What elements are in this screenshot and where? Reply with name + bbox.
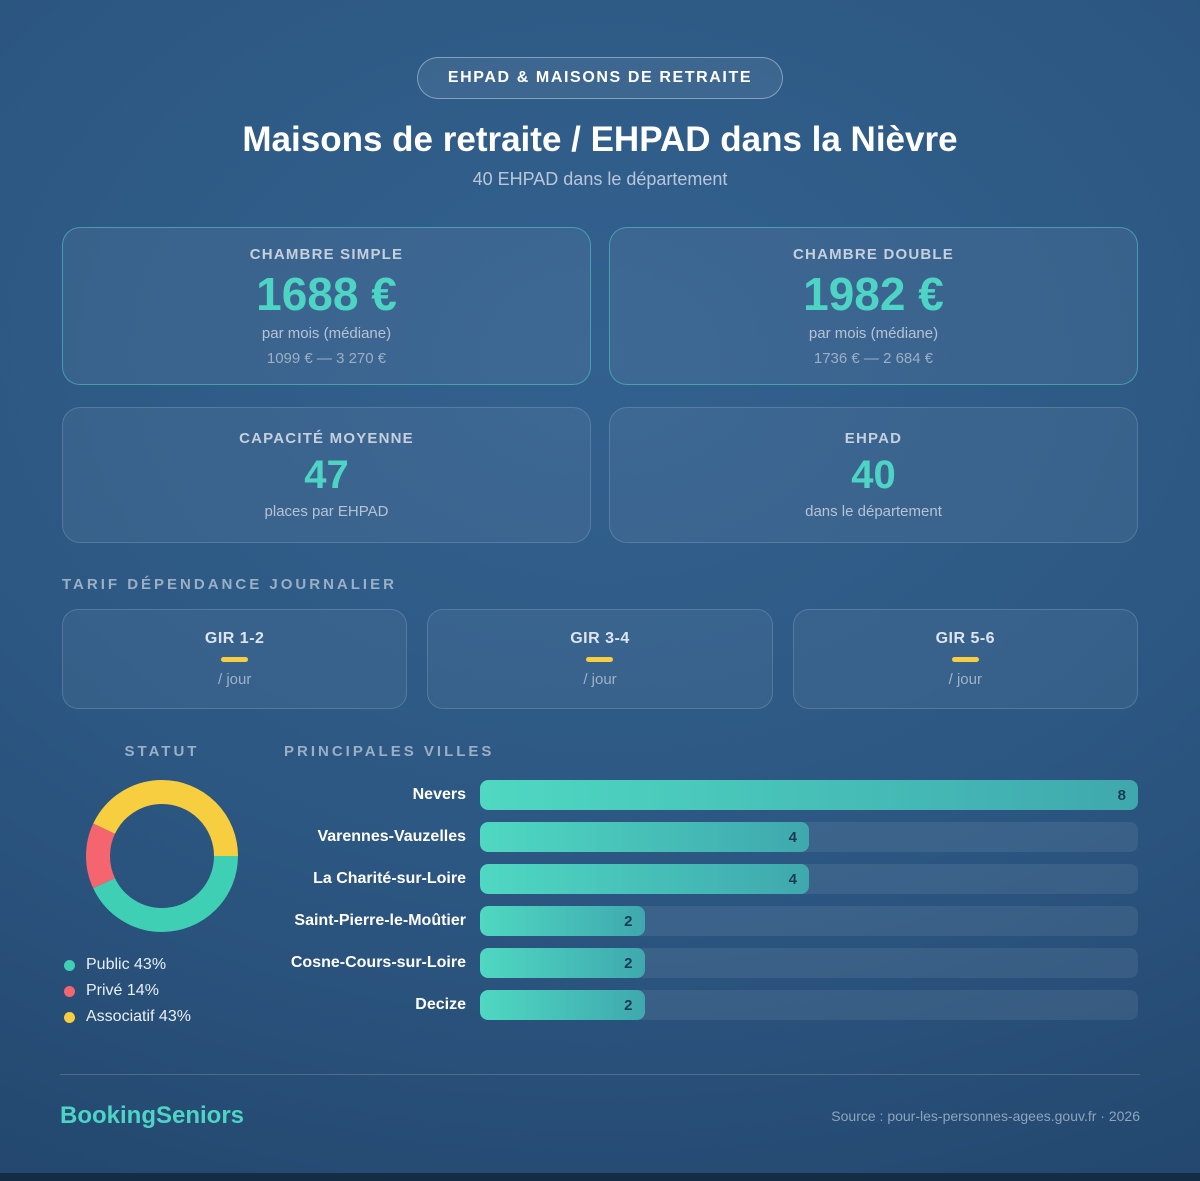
donut-wrap (62, 776, 262, 936)
bar-track: 2 (480, 948, 1138, 978)
footer-row: BookingSeniors Source : pour-les-personn… (60, 1102, 1140, 1130)
bar-category-label: Decize (415, 996, 466, 1013)
stat-subtitle: dans le département (805, 503, 942, 520)
bar-track: 4 (480, 822, 1138, 852)
legend-dot-icon (64, 959, 75, 971)
stat-value: 1688 € (256, 267, 397, 320)
legend-item-privé: Privé 14% (64, 982, 262, 1000)
bar-fill: 4 (480, 822, 809, 852)
bar-fill: 2 (480, 990, 645, 1020)
bar-category-label: La Charité-sur-Loire (313, 870, 466, 887)
stat-card-chambre-simple: CHAMBRE SIMPLE 1688 € par mois (médiane)… (62, 227, 591, 385)
stat-title: EHPAD (844, 430, 903, 447)
stat-title: CHAMBRE SIMPLE (249, 245, 404, 263)
bar-value-label: 4 (788, 870, 797, 888)
statut-column: STATUT Public 43% Privé 14% Associatif 43% (62, 743, 262, 1026)
stats-grid: CHAMBRE SIMPLE 1688 € par mois (médiane)… (62, 227, 1138, 543)
legend-dot-icon (64, 1011, 75, 1023)
gir-unit: / jour (217, 671, 252, 688)
statut-donut-chart (86, 780, 238, 932)
bar-fill: 4 (480, 864, 809, 894)
bar-value-label: 8 (1117, 786, 1126, 804)
stat-range: 1736 € — 2 684 € (813, 349, 934, 367)
bar-row: Nevers 8 (284, 780, 1138, 810)
donut-segment-associatif (86, 780, 238, 932)
bar-row: Varennes-Vauzelles 4 (284, 822, 1138, 852)
gir-card-5-6: GIR 5-6 / jour (792, 609, 1138, 709)
bar-fill: 2 (480, 948, 645, 978)
statut-legend: Public 43% Privé 14% Associatif 43% (62, 956, 262, 1026)
legend-dot-icon (64, 985, 75, 997)
gir-label: GIR 5-6 (935, 630, 996, 647)
gir-card-1-2: GIR 1-2 / jour (62, 609, 408, 709)
gir-card-3-4: GIR 3-4 / jour (427, 609, 773, 709)
bar-category-label: Cosne-Cours-sur-Loire (290, 954, 466, 971)
bar-row: Decize 2 (284, 990, 1138, 1020)
brand-logo: BookingSeniors (60, 1102, 245, 1129)
footer-divider (60, 1074, 1140, 1075)
villes-heading: PRINCIPALES VILLES (284, 743, 495, 760)
bar-category-label: Varennes-Vauzelles (317, 828, 466, 845)
gir-label: GIR 3-4 (570, 630, 630, 647)
bar-value-label: 2 (624, 954, 633, 972)
tarif-heading: TARIF DÉPENDANCE JOURNALIER (62, 576, 397, 593)
legend-item-public: Public 43% (64, 956, 262, 974)
bar-row: La Charité-sur-Loire 4 (284, 864, 1138, 894)
bar-value-label: 2 (624, 996, 633, 1014)
legend-label: Associatif 43% (86, 1008, 191, 1025)
dash-placeholder-icon (586, 657, 614, 662)
stat-subtitle: par mois (médiane) (261, 324, 392, 342)
bar-track: 2 (480, 990, 1138, 1020)
stat-title: CAPACITÉ MOYENNE (239, 430, 414, 447)
tarif-section: TARIF DÉPENDANCE JOURNALIER GIR 1-2 / jo… (62, 576, 1138, 709)
bar-fill: 8 (480, 780, 1138, 810)
legend-label: Privé 14% (86, 982, 159, 999)
donut-segment-privé (86, 780, 238, 932)
gir-unit: / jour (948, 671, 982, 688)
stat-card-ehpad-count: EHPAD 40 dans le département (609, 407, 1138, 543)
dash-placeholder-icon (221, 657, 249, 662)
stat-subtitle: par mois (médiane) (808, 324, 939, 342)
stat-card-chambre-double: CHAMBRE DOUBLE 1982 € par mois (médiane)… (609, 227, 1138, 385)
bar-value-label: 4 (788, 828, 797, 846)
source-text: Source : pour-les-personnes-agees.gouv.f… (831, 1108, 1140, 1124)
stat-range: 1099 € — 3 270 € (266, 349, 387, 367)
category-badge: EHPAD & MAISONS DE RETRAITE (416, 57, 784, 99)
villes-column: PRINCIPALES VILLES Nevers 8 Varennes-Vauze… (284, 743, 1138, 1026)
bar-track: 8 (480, 780, 1138, 810)
dash-placeholder-icon (951, 657, 979, 662)
bar-category-label: Nevers (412, 786, 466, 803)
gir-label: GIR 1-2 (204, 630, 265, 647)
stat-value: 40 (851, 453, 896, 497)
bar-category-label: Saint-Pierre-le-Moûtier (294, 912, 466, 929)
bar-fill: 2 (480, 906, 645, 936)
page-subtitle: 40 EHPAD dans le département (472, 169, 728, 189)
charts-section: STATUT Public 43% Privé 14% Associatif 43%… (62, 743, 1138, 1026)
stat-title: CHAMBRE DOUBLE (793, 245, 954, 263)
stat-value: 1982 € (803, 267, 944, 320)
bar-value-label: 2 (624, 912, 633, 930)
villes-bar-chart: Nevers 8 Varennes-Vauzelles 4 La Charité-sur… (284, 780, 1138, 1020)
footer: BookingSeniors Source : pour-les-personn… (60, 1074, 1140, 1130)
legend-label: Public 43% (86, 956, 167, 973)
bar-row: Saint-Pierre-le-Moûtier 2 (284, 906, 1138, 936)
bar-track: 4 (480, 864, 1138, 894)
header: EHPAD & MAISONS DE RETRAITE Maisons de r… (0, 0, 1200, 190)
bottom-strip (0, 1173, 1200, 1181)
bar-row: Cosne-Cours-sur-Loire 2 (284, 948, 1138, 978)
stat-card-capacite-moyenne: CAPACITÉ MOYENNE 47 places par EHPAD (62, 407, 591, 543)
page-title: Maisons de retraite / EHPAD dans la Nièv… (242, 120, 958, 159)
legend-item-associatif: Associatif 43% (64, 1008, 262, 1026)
gir-unit: / jour (583, 671, 617, 688)
gir-row: GIR 1-2 / jour GIR 3-4 / jour GIR 5-6 / … (62, 609, 1138, 709)
bar-track: 2 (480, 906, 1138, 936)
stat-value: 47 (304, 453, 349, 497)
stat-subtitle: places par EHPAD (264, 503, 389, 520)
statut-heading: STATUT (124, 743, 200, 760)
